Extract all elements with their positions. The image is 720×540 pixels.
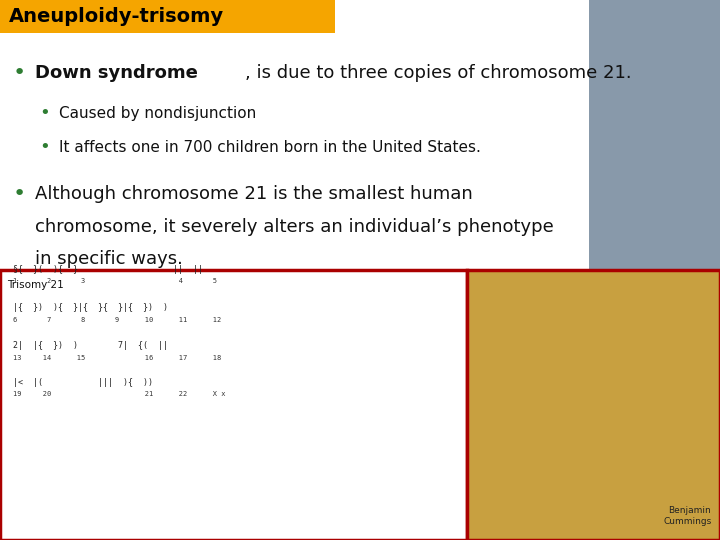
Text: Aneuploidy-trisomy: Aneuploidy-trisomy — [9, 7, 224, 26]
Text: •: • — [40, 104, 50, 123]
Bar — [467, 270, 720, 540]
Bar — [0, 270, 467, 540]
Text: It affects one in 700 children born in the United States.: It affects one in 700 children born in t… — [59, 140, 481, 155]
Text: 19     20                      21      22      X x: 19 20 21 22 X x — [13, 391, 225, 397]
Text: Although chromosome 21 is the smallest human: Although chromosome 21 is the smallest h… — [35, 185, 472, 204]
Text: |<  |(           |||  ){  )): |< |( ||| ){ )) — [13, 378, 153, 387]
Text: •: • — [40, 138, 50, 157]
Text: Caused by nondisjunction: Caused by nondisjunction — [59, 106, 256, 121]
Text: Benjamin
Cummings: Benjamin Cummings — [663, 507, 711, 526]
Text: 13     14      15              16      17      18: 13 14 15 16 17 18 — [13, 355, 221, 361]
Text: §{  }(  ){  }                   ||  ||: §{ }( ){ } || || — [13, 266, 203, 274]
Text: chromosome, it severely alters an individual’s phenotype: chromosome, it severely alters an indivi… — [35, 218, 553, 236]
Text: 1       2       3                      4       5: 1 2 3 4 5 — [13, 278, 217, 284]
Text: Trisomy 21: Trisomy 21 — [7, 280, 64, 290]
Text: , is due to three copies of chromosome 21.: , is due to three copies of chromosome 2… — [245, 64, 631, 82]
Text: Down syndrome: Down syndrome — [35, 64, 197, 82]
Text: |{  })  ){  }|{  }{  }|{  })  ): |{ }) ){ }|{ }{ }|{ }) ) — [13, 303, 168, 312]
Bar — [0, 0, 335, 33]
Text: in specific ways.: in specific ways. — [35, 250, 182, 268]
Text: 2|  |{  })  )        7|  {(  ||: 2| |{ }) ) 7| {( || — [13, 341, 168, 350]
Bar — [589, 0, 720, 270]
Text: •: • — [13, 63, 26, 83]
Text: •: • — [13, 184, 26, 205]
Text: 6       7       8       9      10      11      12: 6 7 8 9 10 11 12 — [13, 316, 221, 323]
